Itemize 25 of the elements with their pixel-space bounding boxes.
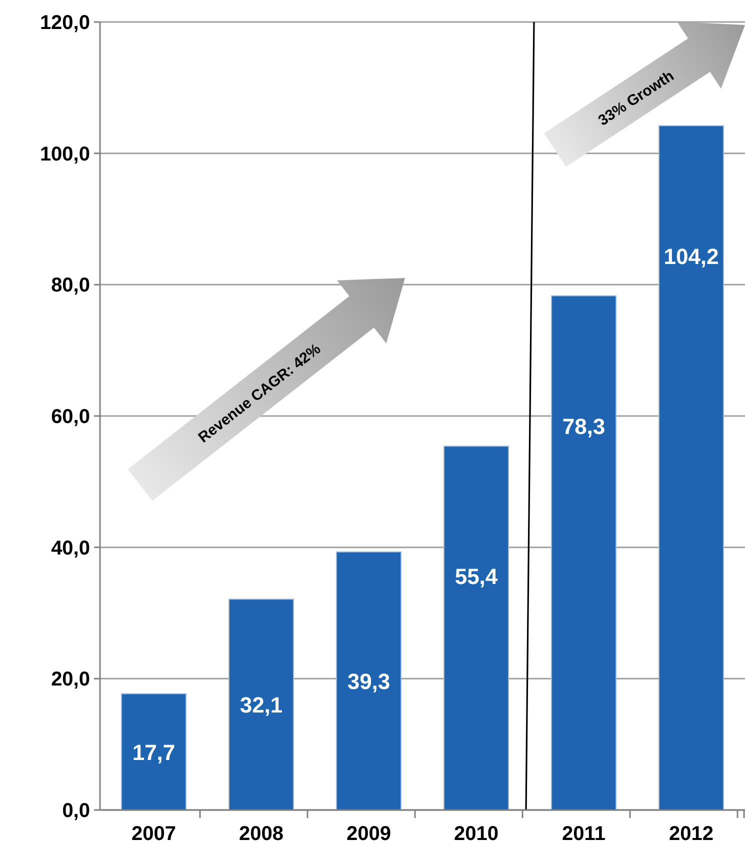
bar (228, 598, 294, 810)
bar (551, 295, 616, 810)
bar (658, 125, 724, 810)
y-tick-label: 120,0 (40, 12, 90, 34)
x-tick-label: 2008 (239, 823, 284, 845)
bar (444, 446, 509, 810)
data-label: 32,1 (240, 692, 283, 718)
x-tick-label: 2012 (669, 823, 714, 845)
y-tick-label: 0,0 (62, 800, 90, 822)
x-tick-label: 2010 (454, 823, 498, 845)
y-tick-label: 20,0 (51, 668, 90, 691)
x-tick-label: 2009 (346, 823, 391, 845)
bar (336, 551, 402, 810)
data-label: 17,7 (132, 740, 176, 765)
y-tick-label: 100,0 (40, 143, 90, 166)
data-label: 39,3 (347, 668, 390, 694)
y-tick-label: 60,0 (51, 406, 90, 428)
x-tick-label: 2007 (132, 823, 176, 845)
data-label: 104,2 (664, 244, 719, 269)
data-label: 55,4 (454, 564, 498, 590)
data-label: 78,3 (562, 414, 606, 439)
x-tick-label: 2011 (562, 823, 606, 845)
y-tick-label: 40,0 (51, 537, 90, 560)
y-tick-label: 80,0 (51, 274, 90, 297)
bar (121, 693, 186, 810)
